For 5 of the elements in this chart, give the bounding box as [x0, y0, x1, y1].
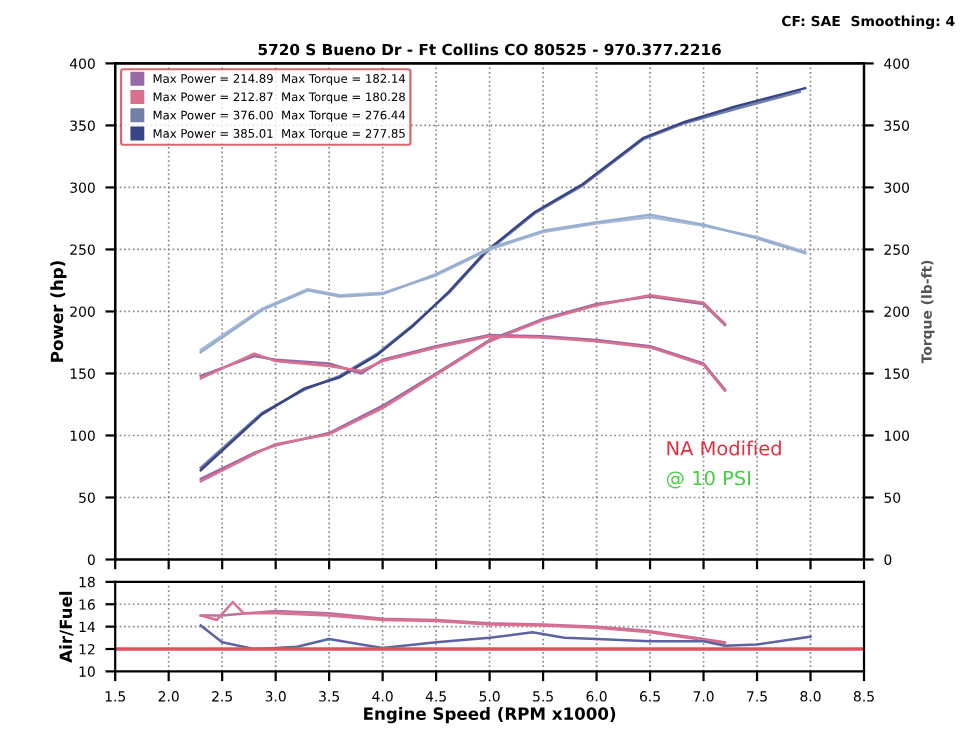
x-axis-title: Engine Speed (RPM x1000) [364, 707, 616, 724]
annotation: @ 10 PSI [666, 470, 751, 489]
annotation: NA Modified [667, 440, 781, 456]
y-axis-title: Air/Fuel [59, 591, 74, 663]
y-axis-title: Power (hp) [50, 261, 67, 362]
